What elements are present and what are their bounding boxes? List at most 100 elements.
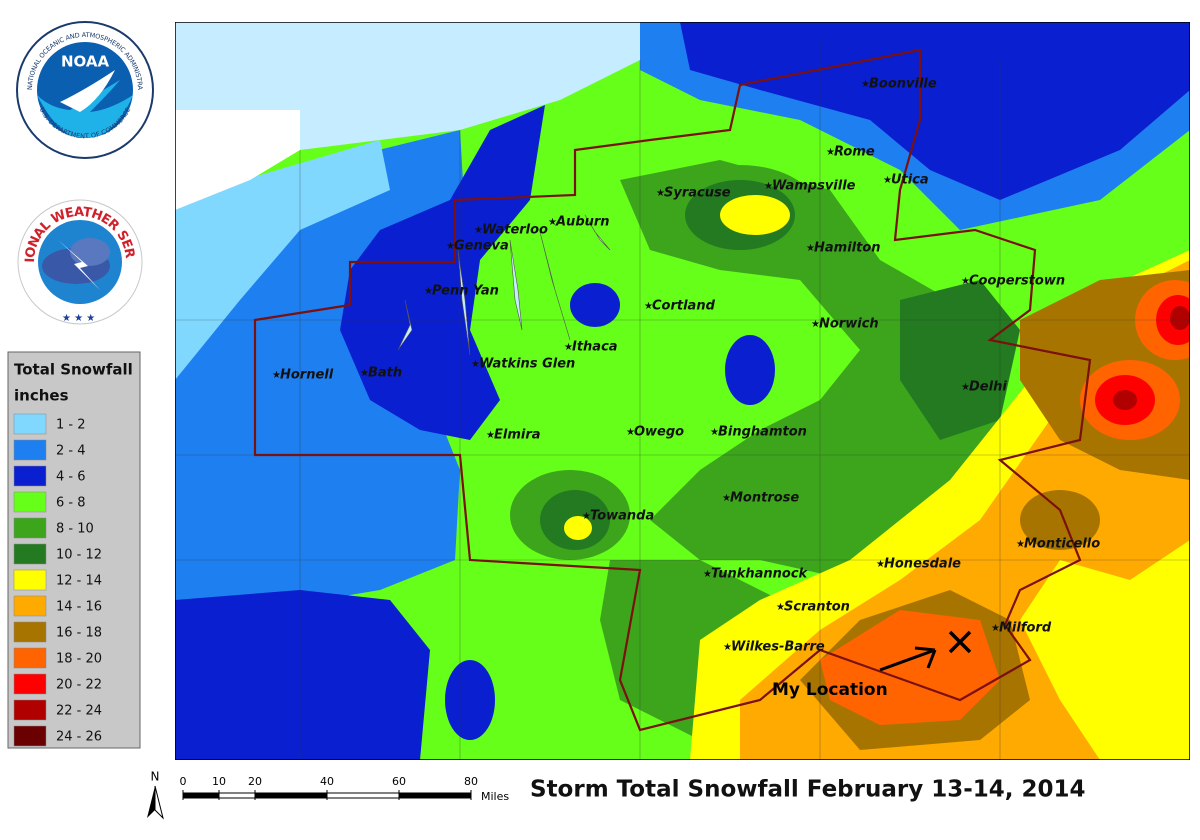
my-location: My Location (772, 630, 972, 700)
legend: Total Snowfall inches 1 - 2 2 - 4 4 - 6 6 -… (7, 351, 141, 749)
scale-label: 0 (180, 775, 187, 788)
city-star: ★ (272, 370, 281, 381)
legend-label: 4 - 6 (56, 470, 86, 485)
legend-label: 22 - 24 (56, 704, 102, 719)
city-label: Syracuse (664, 186, 731, 201)
annotation: My Location (772, 680, 888, 700)
legend-label: 18 - 20 (56, 652, 102, 667)
city-label: Owego (634, 425, 684, 440)
legend-label: 2 - 4 (56, 444, 86, 459)
city-star: ★ (764, 181, 773, 192)
legend-swatch (13, 621, 47, 643)
snow-zone (680, 22, 1190, 200)
city-label: Rome (834, 145, 875, 160)
city-label: Cooperstown (969, 274, 1065, 289)
snow-zone (620, 160, 1000, 580)
city-star: ★ (826, 147, 835, 158)
legend-label: 6 - 8 (56, 496, 86, 511)
legend-swatch (13, 517, 47, 539)
scale-label: 60 (392, 775, 406, 788)
north-arrow: N (147, 770, 164, 820)
city-star: ★ (446, 241, 455, 252)
city-star: ★ (991, 623, 1000, 634)
legend-label: 24 - 26 (56, 730, 102, 745)
city-label: Hamilton (814, 241, 881, 256)
lake-ontario (175, 22, 640, 200)
snow-zone (1113, 390, 1137, 410)
legend-subtitle: inches (14, 387, 69, 405)
scale-segment (218, 792, 256, 799)
city-star: ★ (703, 569, 712, 580)
scale-label: 80 (464, 775, 478, 788)
city-label: Wampsville (772, 179, 856, 194)
city-label: Wilkes-Barre (731, 640, 825, 655)
city-label: Milford (999, 621, 1052, 636)
city-star: ★ (883, 175, 892, 186)
city-label: Utica (891, 173, 929, 188)
legend-swatch (13, 491, 47, 513)
snow-zones (175, 22, 1190, 760)
noaa-text: NOAA (61, 53, 110, 71)
snow-zone (725, 335, 775, 405)
city-star: ★ (961, 276, 970, 287)
city-star: ★ (961, 382, 970, 393)
city-star: ★ (811, 319, 820, 330)
city-label: Bath (368, 366, 402, 381)
city-label: Binghamton (718, 425, 807, 440)
legend-title: Total Snowfall (14, 361, 133, 379)
legend-label: 16 - 18 (56, 626, 102, 641)
city-star: ★ (626, 427, 635, 438)
city-star: ★ (861, 79, 870, 90)
legend-swatch (13, 699, 47, 721)
city-star: ★ (360, 368, 369, 379)
scale-unit: Miles (481, 790, 509, 803)
legend-swatch (13, 673, 47, 695)
nws-stars: ★ ★ ★ (62, 313, 95, 324)
legend-swatch (13, 569, 47, 591)
city-label: Ithaca (572, 340, 618, 355)
snow-zone (720, 195, 790, 235)
scale-label: 20 (248, 775, 262, 788)
city-star: ★ (876, 559, 885, 570)
city-star: ★ (486, 430, 495, 441)
city-label: Norwich (819, 317, 879, 332)
city-star: ★ (471, 359, 480, 370)
scale-segment (398, 792, 472, 799)
snow-zone (564, 516, 592, 540)
legend-label: 10 - 12 (56, 548, 102, 563)
city-star: ★ (424, 286, 433, 297)
wfo-boundary (253, 48, 1092, 732)
city-label: Tunkhannock (711, 567, 809, 582)
legend-label: 8 - 10 (56, 522, 94, 537)
snow-zone (570, 283, 620, 327)
finger-lakes (397, 214, 611, 356)
city-star: ★ (564, 342, 573, 353)
city-label: Towanda (590, 509, 654, 524)
legend-label: 12 - 14 (56, 574, 102, 589)
city-label: Hornell (280, 368, 334, 383)
city-label: Penn Yan (432, 284, 499, 299)
city-star: ★ (710, 427, 719, 438)
map (175, 22, 1190, 760)
arrow (879, 648, 936, 672)
legend-swatch (13, 439, 47, 461)
city-star: ★ (806, 243, 815, 254)
county-lines (175, 40, 1190, 760)
noaa-logo: NOAA NATIONAL OCEANIC AND ATMOSPHERIC AD… (0, 0, 154, 159)
city-star: ★ (474, 225, 483, 236)
city-label: Geneva (454, 239, 509, 254)
scale-label: 40 (320, 775, 334, 788)
city-label: Monticello (1024, 537, 1100, 552)
cities: ★ Boonville★ Rome★ Syracuse ★ Wampsville ★ Utic… (272, 77, 1100, 655)
city-star: ★ (776, 602, 785, 613)
city-star: ★ (582, 511, 591, 522)
legend-swatch (13, 543, 47, 565)
city-label: Elmira (494, 428, 541, 443)
outside-area (175, 110, 300, 210)
city-star: ★ (1016, 539, 1025, 550)
scale-label: 10 (212, 775, 226, 788)
snow-zone (445, 660, 495, 740)
map-title: Storm Total Snowfall February 13-14, 201… (530, 777, 1086, 803)
